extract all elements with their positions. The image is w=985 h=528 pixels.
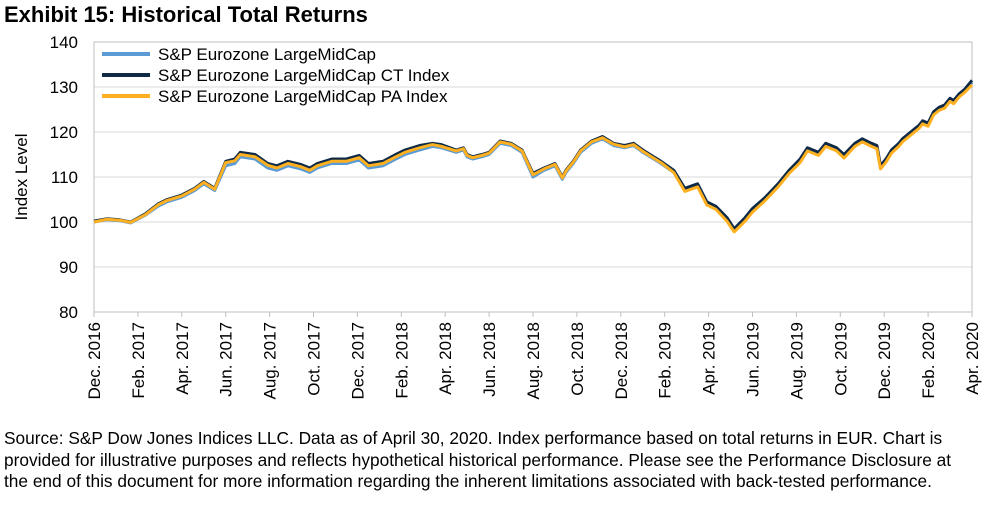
y-tick-label: 140 xyxy=(50,33,78,52)
y-tick-label: 80 xyxy=(59,303,78,322)
x-tick-label: Feb. 2018 xyxy=(392,322,411,399)
x-tick-label: Apr. 2020 xyxy=(963,322,982,395)
x-tick-label: Apr. 2018 xyxy=(436,322,455,395)
x-tick-label: Dec. 2018 xyxy=(612,322,631,400)
y-tick-label: 100 xyxy=(50,213,78,232)
series-line-3 xyxy=(94,85,972,232)
x-tick-label: Jun. 2018 xyxy=(480,322,499,397)
y-tick-label: 120 xyxy=(50,123,78,142)
x-tick-label: Apr. 2017 xyxy=(173,322,192,395)
legend-label: S&P Eurozone LargeMidCap CT Index xyxy=(158,66,450,85)
line-chart: 80 90 100 110 120 130 140 Dec. 2016 Feb. 2017 Ap… xyxy=(0,0,985,430)
x-tick-label: Jun. 2019 xyxy=(744,322,763,397)
x-tick-label: Aug. 2019 xyxy=(787,322,806,400)
x-tick-label: Dec. 2016 xyxy=(85,322,104,400)
legend-label: S&P Eurozone LargeMidCap xyxy=(158,45,376,64)
x-tick-labels: Dec. 2016 Feb. 2017 Apr. 2017 Jun. 2017 Aug.… xyxy=(85,312,982,400)
y-tick-label: 90 xyxy=(59,258,78,277)
x-tick-label: Oct. 2017 xyxy=(305,322,324,396)
y-tick-label: 110 xyxy=(51,168,78,187)
legend-label: S&P Eurozone LargeMidCap PA Index xyxy=(158,87,448,106)
x-tick-label: Feb. 2019 xyxy=(656,322,675,399)
x-tick-label: Aug. 2018 xyxy=(524,322,543,400)
x-tick-label: Dec. 2019 xyxy=(875,322,894,400)
y-axis-label: Index Level xyxy=(12,134,31,221)
y-tick-label: 130 xyxy=(50,78,78,97)
x-tick-label: Feb. 2020 xyxy=(919,322,938,399)
y-tick-labels: 80 90 100 110 120 130 140 xyxy=(50,33,78,322)
x-tick-label: Jun. 2017 xyxy=(217,322,236,397)
x-tick-label: Feb. 2017 xyxy=(129,322,148,399)
x-tick-label: Oct. 2019 xyxy=(831,322,850,396)
legend: S&P Eurozone LargeMidCap S&P Eurozone Lar… xyxy=(102,45,450,106)
x-tick-label: Aug. 2017 xyxy=(261,322,280,400)
x-tick-label: Dec. 2017 xyxy=(348,322,367,400)
x-tick-label: Oct. 2018 xyxy=(568,322,587,396)
x-tick-label: Apr. 2019 xyxy=(700,322,719,395)
source-note: Source: S&P Dow Jones Indices LLC. Data … xyxy=(4,428,979,493)
